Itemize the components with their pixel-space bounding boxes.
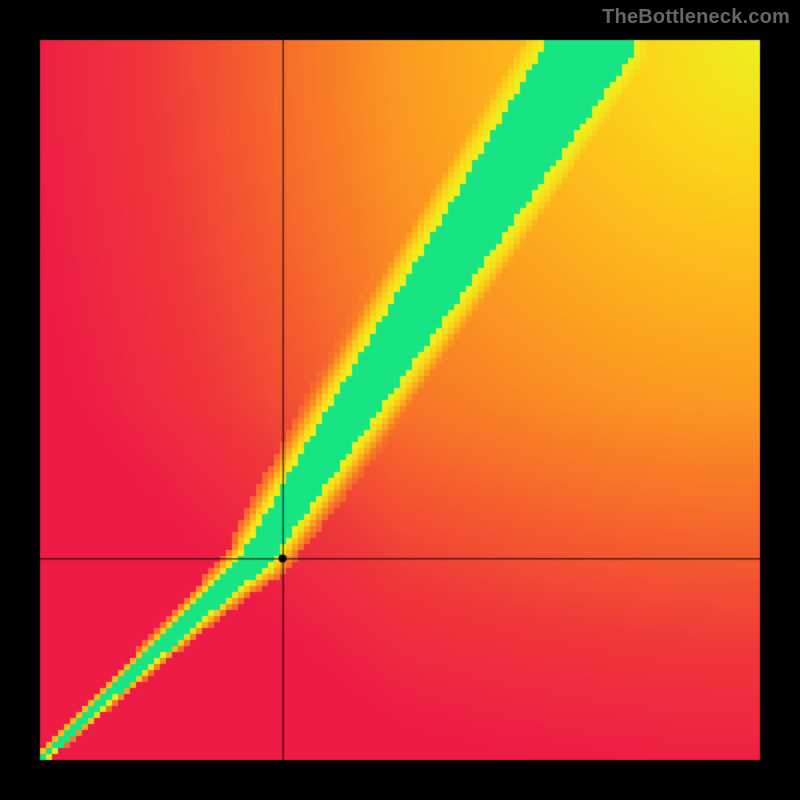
watermark-text: TheBottleneck.com (602, 6, 790, 29)
bottleneck-heatmap (0, 0, 800, 800)
figure-container: { "watermark": { "text": "TheBottleneck.… (0, 0, 800, 800)
